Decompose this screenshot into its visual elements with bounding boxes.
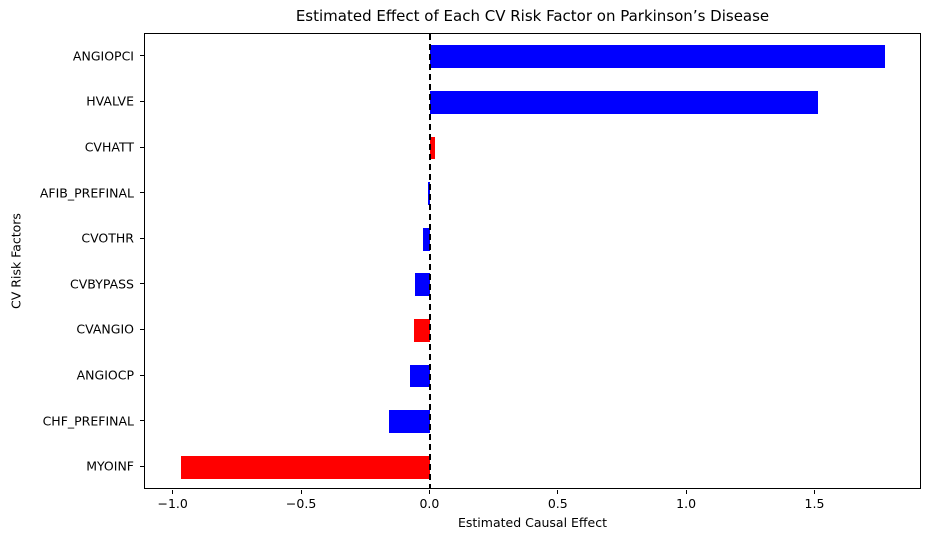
plot-area — [144, 33, 921, 489]
x-tick-mark — [172, 490, 174, 494]
bar-angiopci — [430, 45, 885, 69]
y-tick-label-cvothr: CVOTHR — [81, 230, 134, 246]
y-tick-label-myoinf: MYOINF — [86, 458, 134, 474]
x-tick-label: −0.5 — [285, 496, 317, 511]
chart-title: Estimated Effect of Each CV Risk Factor … — [295, 7, 770, 25]
y-tick-mark — [140, 146, 144, 148]
x-tick-mark — [685, 490, 687, 494]
y-tick-mark — [140, 237, 144, 239]
y-tick-label-chf_prefinal: CHF_PREFINAL — [42, 413, 134, 429]
y-tick-mark — [140, 55, 144, 57]
y-tick-label-cvhatt: CVHATT — [84, 139, 134, 155]
y-tick-mark — [140, 192, 144, 194]
y-tick-mark — [140, 465, 144, 467]
x-tick-label: 1.5 — [804, 496, 825, 511]
bar-cvbypass — [415, 273, 431, 297]
bars-layer — [145, 34, 920, 488]
y-tick-label-cvbypass: CVBYPASS — [70, 276, 134, 292]
y-tick-mark — [140, 374, 144, 376]
y-tick-mark — [140, 420, 144, 422]
y-tick-mark — [140, 283, 144, 285]
bar-cvhatt — [430, 136, 436, 160]
bar-cvangio — [413, 319, 431, 342]
bar-cvothr — [422, 227, 431, 251]
x-tick-mark — [428, 490, 430, 494]
x-axis-label: Estimated Causal Effect — [457, 515, 608, 530]
bar-chf_prefinal — [389, 410, 431, 433]
bar-angiocp — [409, 364, 431, 388]
bar-hvalve — [430, 91, 818, 114]
bar-afib_prefinal — [427, 182, 431, 205]
x-tick-mark — [814, 490, 815, 494]
x-tick-label: −1.0 — [157, 496, 188, 511]
y-tick-label-hvalve: HVALVE — [86, 93, 134, 109]
y-tick-mark — [140, 328, 144, 330]
x-tick-mark — [557, 490, 559, 494]
y-tick-label-angiocp: ANGIOCP — [76, 367, 134, 383]
y-axis-label: CV Risk Factors — [8, 213, 24, 309]
y-tick-mark — [140, 100, 144, 102]
x-tick-mark — [300, 490, 302, 494]
y-tick-label-angiopci: ANGIOPCI — [72, 48, 134, 64]
x-tick-label: 1.0 — [676, 496, 697, 511]
x-tick-label: 0.5 — [547, 496, 568, 511]
y-tick-label-cvangio: CVANGIO — [76, 321, 134, 337]
zero-reference-line — [429, 34, 432, 488]
y-tick-label-afib_prefinal: AFIB_PREFINAL — [39, 185, 134, 201]
x-tick-label: 0.0 — [419, 496, 440, 511]
bar-myoinf — [181, 455, 431, 479]
